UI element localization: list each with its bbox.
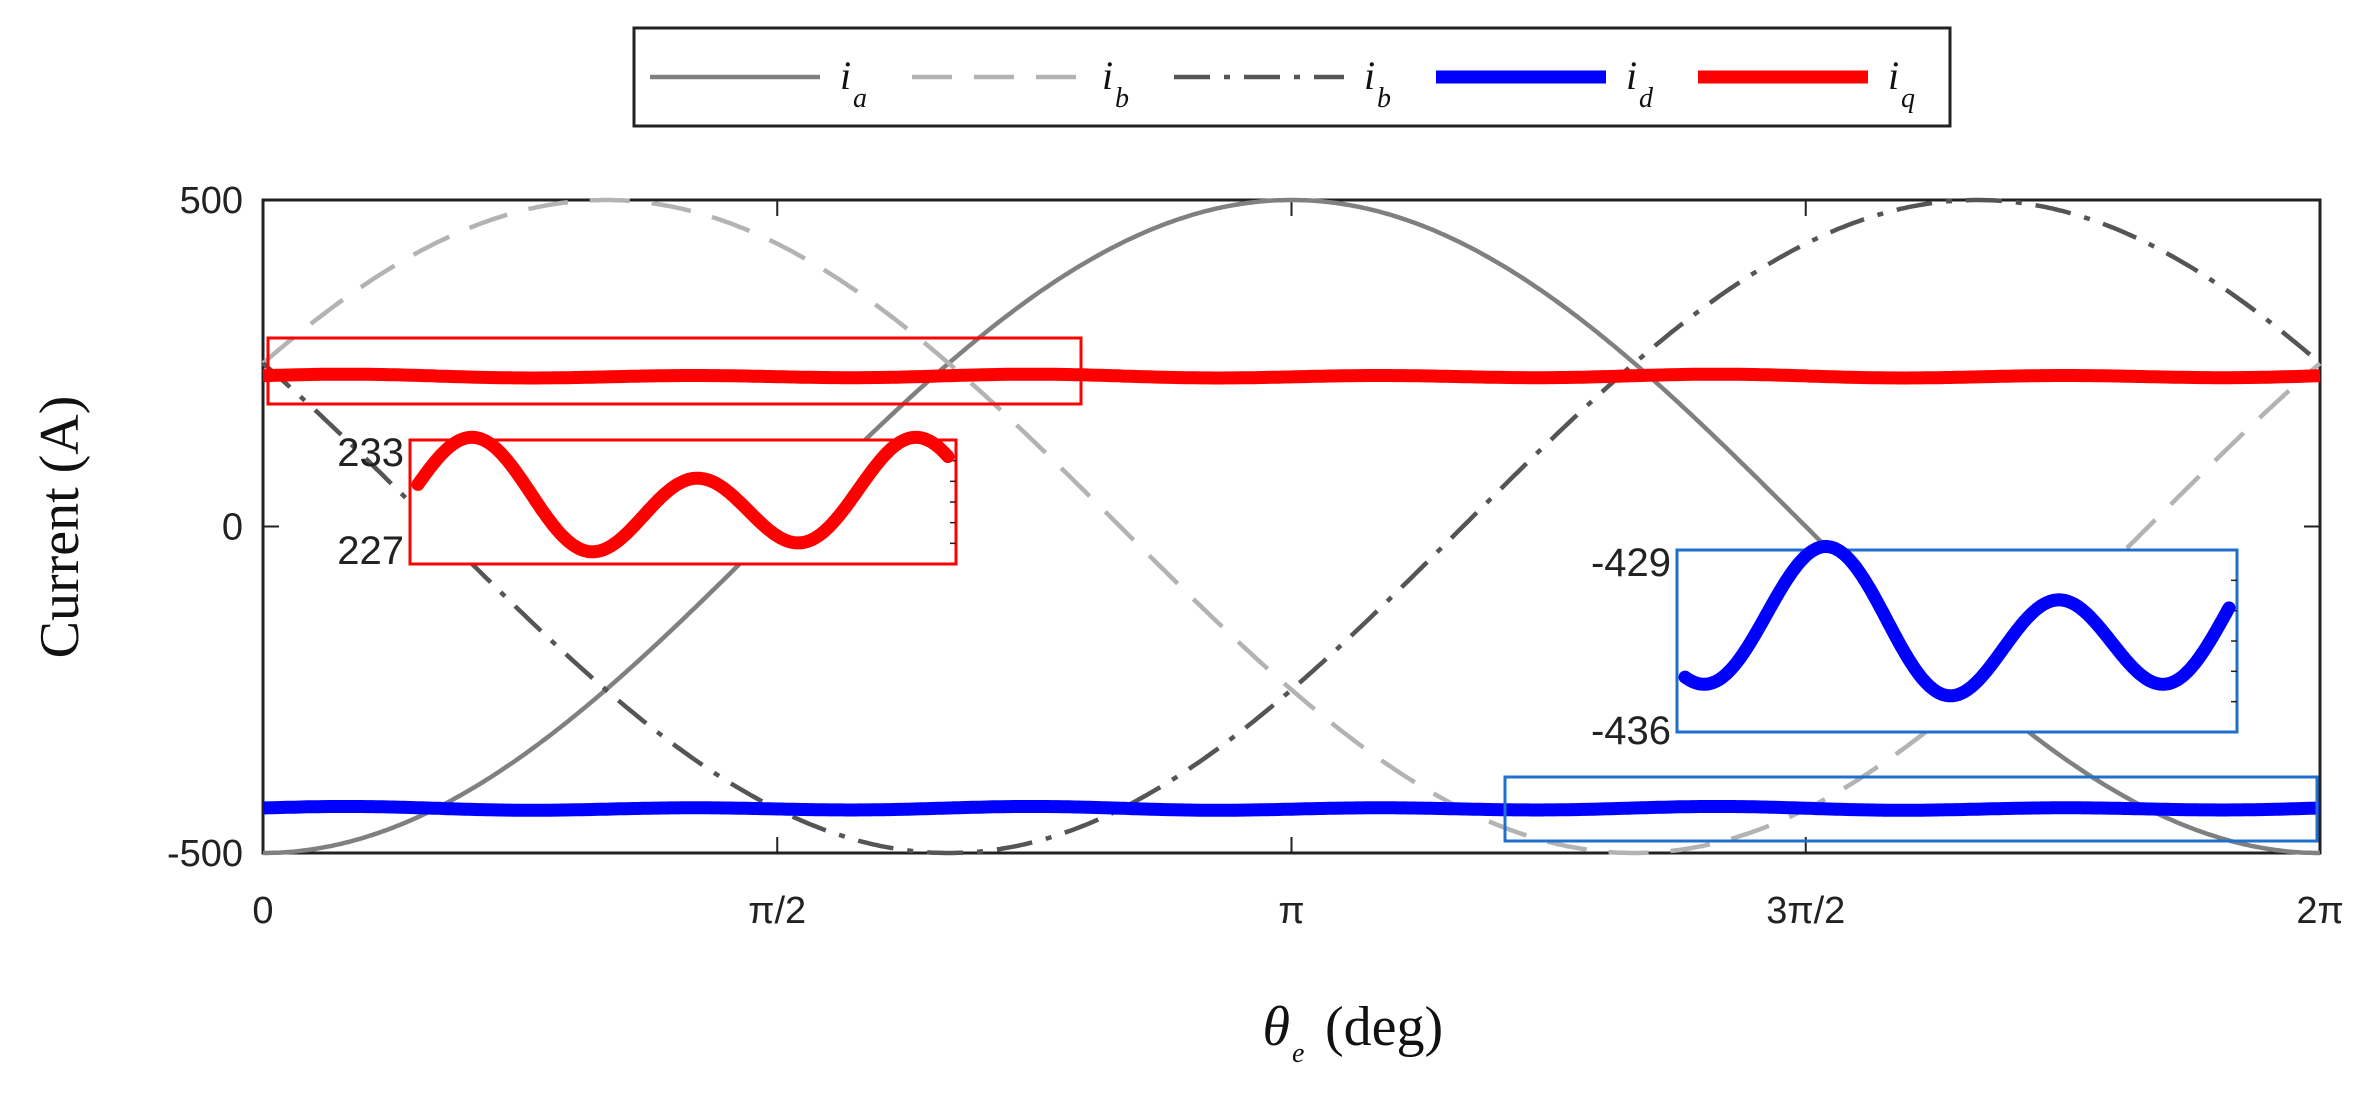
legend-item-i-d: id [1436, 53, 1654, 114]
x-tick-label: 0 [252, 890, 273, 932]
zoom-region-id [1503, 775, 2319, 843]
series-line-i-b [261, 197, 2322, 856]
legend-label-subscript: b [1377, 83, 1391, 114]
legend-label-subscript: a [853, 83, 867, 114]
legend-label-subscript: q [1901, 83, 1915, 114]
series-line-i-d [262, 800, 2321, 817]
inset-i-d: -429 -436 [1591, 540, 2239, 753]
legend-item-i-b: ib [1174, 53, 1391, 114]
x-tick-label: 2π [2296, 890, 2343, 932]
legend-label: i [1364, 53, 1375, 98]
legend-item-i-q: iq [1698, 53, 1915, 114]
inset-series-line [411, 430, 955, 559]
y-tick-label: -500 [167, 833, 243, 875]
inset-tick-label-top: 233 [337, 431, 404, 475]
series-line-i-b [261, 197, 2322, 856]
legend-item-i-b: ib [912, 53, 1129, 114]
inset-i-q: 233 227 [337, 430, 958, 573]
x-axis-label: θ e (deg) [1262, 996, 1443, 1069]
legend-label: i [1626, 53, 1637, 98]
x-tick-label: π/2 [748, 890, 806, 932]
x-axis-symbol: θ [1262, 996, 1290, 1058]
legend-label-subscript: b [1115, 83, 1129, 114]
legend-label: i [1102, 53, 1113, 98]
inset-frame [1675, 548, 2239, 734]
y-tick-label: 500 [180, 180, 243, 222]
legend-label: i [1888, 53, 1899, 98]
x-axis-subscript: e [1292, 1038, 1304, 1069]
inset-tick-label-top: -429 [1591, 541, 1671, 585]
series-line-i-q [262, 367, 2321, 385]
inset-tick-label-bottom: -436 [1591, 709, 1671, 753]
y-axis-label: Current (A) [29, 396, 91, 659]
legend-item-i-a: ia [650, 53, 867, 114]
x-tick-label: π [1278, 890, 1304, 932]
y-tick-label: 0 [222, 507, 243, 549]
legend-label-subscript: d [1639, 83, 1654, 114]
x-axis-unit: (deg) [1325, 996, 1443, 1058]
zoom-region-iq [266, 336, 1083, 406]
inset-series-line [1678, 540, 2236, 703]
x-tick-label: 3π/2 [1766, 890, 1845, 932]
legend-label: i [840, 53, 851, 98]
inset-tick-label-bottom: 227 [337, 529, 404, 573]
